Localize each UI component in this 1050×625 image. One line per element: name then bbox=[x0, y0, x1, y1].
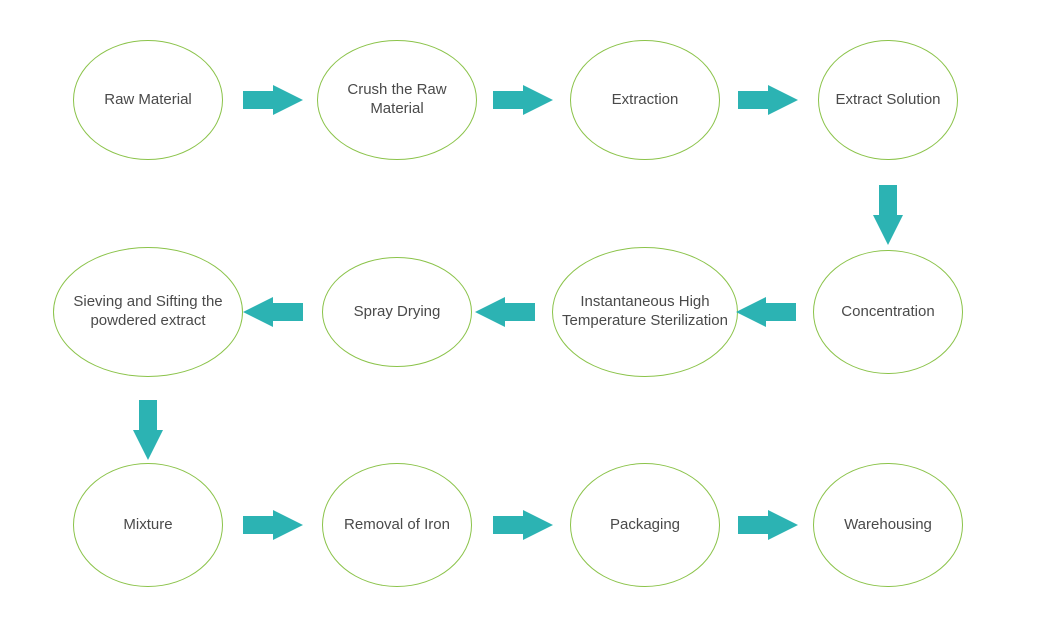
flowchart-node-n12: Warehousing bbox=[813, 463, 963, 587]
flowchart-canvas: Raw MaterialCrush the Raw MaterialExtrac… bbox=[0, 0, 1050, 625]
flowchart-arrow-a10 bbox=[431, 463, 555, 592]
flowchart-arrow-a2 bbox=[431, 38, 555, 167]
flowchart-node-label: Mixture bbox=[117, 516, 178, 535]
flowchart-arrow-a5 bbox=[734, 250, 858, 379]
flowchart-arrow-a9 bbox=[181, 463, 305, 592]
flowchart-node-label: Sieving and Sifting the powdered extract bbox=[54, 293, 242, 331]
flowchart-node-label: Extraction bbox=[606, 91, 685, 110]
flowchart-arrow-a4 bbox=[826, 123, 950, 252]
flowchart-node-label: Warehousing bbox=[838, 516, 938, 535]
flowchart-arrow-a1 bbox=[181, 38, 305, 167]
flowchart-arrow-a11 bbox=[676, 463, 800, 592]
flowchart-arrow-a6 bbox=[473, 250, 597, 379]
flowchart-arrow-a7 bbox=[241, 250, 365, 379]
flowchart-arrow-a8 bbox=[86, 338, 210, 467]
flowchart-node-label: Packaging bbox=[604, 516, 686, 535]
flowchart-node-label: Extract Solution bbox=[829, 91, 946, 110]
flowchart-arrow-a3 bbox=[676, 38, 800, 167]
